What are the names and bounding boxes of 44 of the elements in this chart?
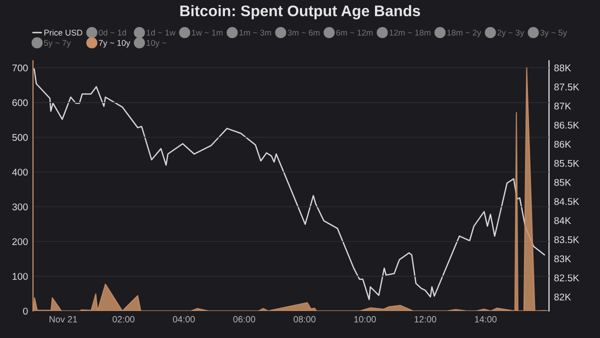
y2-tick-label: 85K [554,179,572,186]
y2-tick-label: 86.5K [554,122,580,129]
legend-label: 7y ~ 10y [98,40,130,48]
legend-label: 12m ~ 18m [390,30,430,36]
y2-tick-label: 83K [554,255,572,262]
y2-tick-label: 87K [554,102,572,110]
legend-label: 3y ~ 5y [540,30,568,38]
legend-label: 6m ~ 12m [336,30,373,36]
legend-label: 1d ~ 1w [146,29,176,36]
y-tick-label: 400 [12,168,28,176]
x-tick-label: Nov 21 [50,316,78,322]
x-tick-label: 10:00 [354,316,376,322]
y-tick-label: 0 [23,308,28,315]
y2-tick-label: 82.5K [554,274,580,282]
y-tick-label: 700 [12,64,28,72]
y2-tick-label: 86K [554,140,572,148]
legend-label: Price USD [44,29,82,36]
x-tick-label: 04:00 [172,316,195,322]
y-tick-label: 500 [12,134,28,141]
legend-label: 5y ~ 7y [44,40,71,48]
x-tick-label: 08:00 [294,316,316,322]
x-tick-label: 14:00 [475,316,497,322]
y2-tick-label: 84.5K [554,198,580,205]
y2-tick-label: 83.5K [554,236,580,244]
x-tick-label: 06:00 [233,316,256,322]
x-tick-label: 12:00 [414,316,436,322]
y2-tick-label: 84K [554,217,572,224]
y-tick-label: 300 [12,203,28,210]
legend-label: 0d ~ 1d [98,29,126,36]
legend-label: 10y ~ [146,40,166,48]
y-tick-label: 200 [12,238,28,246]
chart-title: Bitcoin: Spent Output Age Bands [180,5,420,20]
y-tick-label: 600 [12,99,28,106]
y-tick-label: 100 [12,272,28,280]
y2-tick-label: 87.5K [554,84,580,90]
legend-label: 1w ~ 1m [192,30,222,36]
legend-label: 1m ~ 3m [240,30,271,36]
y2-tick-label: 88K [554,64,572,72]
legend-label: 2y ~ 3y [497,30,524,38]
y2-tick-label: 85.5K [554,160,580,167]
legend-label: 3m ~ 6m [288,30,320,36]
legend-label: 18m ~ 2y [447,30,482,38]
x-tick-label: 02:00 [112,316,134,322]
y2-tick-label: 82K [554,294,572,300]
